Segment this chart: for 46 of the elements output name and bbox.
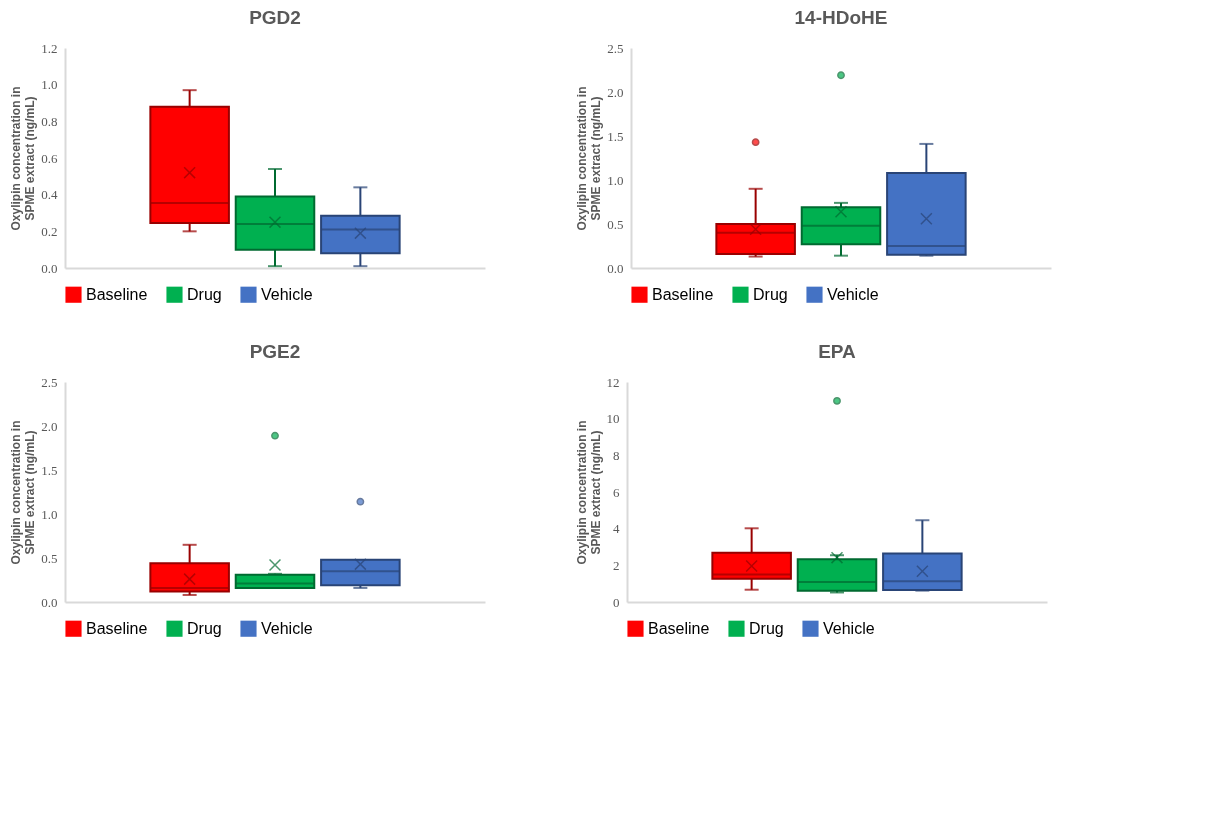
y-tick-label: 0.0 — [41, 594, 58, 610]
y-tick-label: 0.5 — [41, 550, 58, 566]
y-tick-label: 0.6 — [41, 150, 58, 166]
y-tick-label: 1.5 — [41, 462, 58, 478]
y-tick-label: 0.0 — [41, 260, 58, 276]
y-tick-label: 4 — [613, 521, 620, 537]
y-tick-label: 0.2 — [41, 223, 58, 239]
legend-label: Baseline — [648, 619, 710, 637]
y-tick-label: 1.0 — [41, 506, 58, 522]
y-axis-title: Oxylipin concentration in SPME extract (ng/mL) — [9, 420, 38, 565]
y-tick-label: 0.5 — [607, 216, 624, 232]
legend-label: Drug — [187, 285, 222, 303]
legend-label: Vehicle — [823, 619, 875, 637]
y-tick-label: 12 — [606, 374, 620, 390]
y-tick-label: 1.0 — [41, 77, 58, 93]
y-axis-title: Oxylipin concentration in SPME extract (ng/mL) — [9, 86, 38, 231]
legend-label: Baseline — [86, 619, 148, 637]
y-tick-label: 0.0 — [607, 260, 624, 276]
y-tick-label: 10 — [606, 411, 620, 427]
y-tick-label: 0.8 — [41, 113, 58, 129]
legend-label: Drug — [753, 285, 788, 303]
y-tick-label: 6 — [613, 484, 620, 500]
y-axis-title: Oxylipin concentration in SPME extract (ng/mL) — [575, 86, 604, 231]
y-tick-label: 0 — [613, 594, 620, 610]
y-tick-label: 8 — [613, 447, 620, 463]
legend-label: Drug — [187, 619, 222, 637]
y-tick-label: 0.4 — [41, 187, 58, 203]
chart-title: EPA — [818, 341, 857, 362]
y-tick-label: 2 — [613, 557, 620, 573]
legend-label: Baseline — [652, 285, 714, 303]
y-tick-label: 2.5 — [41, 374, 58, 390]
legend-label: Baseline — [86, 285, 148, 303]
y-tick-label: 1.0 — [607, 172, 624, 188]
y-axis-title: Oxylipin concentration in SPME extract (ng/mL) — [574, 420, 603, 565]
y-tick-label: 2.0 — [607, 84, 624, 100]
legend-label: Vehicle — [261, 619, 313, 637]
legend-label: Vehicle — [827, 285, 879, 303]
y-tick-label: 1.5 — [607, 128, 624, 144]
y-tick-label: 1.2 — [41, 40, 58, 56]
chart-title: PGE2 — [249, 341, 301, 362]
chart-title: 14-HDoHE — [794, 7, 888, 28]
chart-title: PGD2 — [249, 7, 301, 28]
y-tick-label: 2.0 — [41, 418, 58, 434]
legend-label: Vehicle — [261, 285, 313, 303]
legend-label: Drug — [749, 619, 784, 637]
y-tick-label: 2.5 — [607, 40, 624, 56]
